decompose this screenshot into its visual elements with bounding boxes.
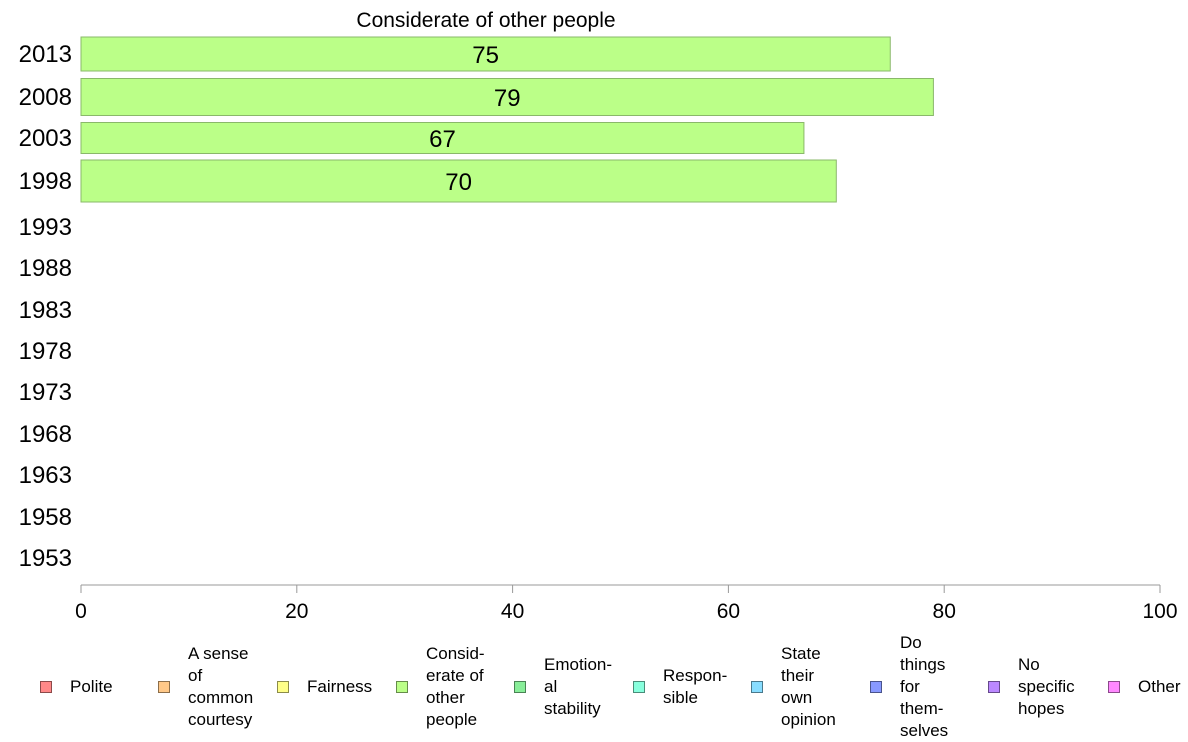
chart-title: Considerate of other people xyxy=(356,9,615,32)
y-tick-label: 1958 xyxy=(19,504,72,531)
y-tick-label: 1998 xyxy=(19,168,72,195)
x-tick-label: 60 xyxy=(717,600,740,623)
legend-swatch xyxy=(158,681,170,693)
data-label: 67 xyxy=(429,126,456,153)
legend-swatch xyxy=(988,681,1000,693)
legend-label: No specific hopes xyxy=(1018,655,1075,718)
legend-label: Respon- sible xyxy=(663,666,728,707)
legend-item xyxy=(870,681,882,693)
legend-item xyxy=(1108,681,1120,693)
legend-swatch xyxy=(751,681,763,693)
bar xyxy=(80,78,934,116)
legend-swatch xyxy=(1108,681,1120,693)
y-tick-label: 2008 xyxy=(19,84,72,111)
legend-item xyxy=(514,681,526,693)
legend-swatch xyxy=(277,681,289,693)
legend-swatch xyxy=(396,681,408,693)
x-tick-label: 80 xyxy=(933,600,956,623)
y-tick-label: 1983 xyxy=(19,297,72,324)
legend-label: Consid- erate of other people xyxy=(426,644,485,729)
bars-group: 75 79 67 70 xyxy=(80,36,934,203)
y-tick-label: 1978 xyxy=(19,338,72,365)
legend-label: A sense of common courtesy xyxy=(188,644,254,729)
data-label: 70 xyxy=(445,169,472,196)
legend: Polite A sense of common courtesy Fairness… xyxy=(0,633,1188,740)
y-tick-label: 1988 xyxy=(19,255,72,282)
x-tick-label: 20 xyxy=(285,600,308,623)
legend-swatch xyxy=(514,681,526,693)
bar xyxy=(80,122,805,154)
x-tick-label: 0 xyxy=(75,600,87,623)
legend-label: Polite xyxy=(70,677,113,696)
y-tick-label: 1993 xyxy=(19,214,72,241)
legend-item xyxy=(277,681,289,693)
y-tick-label: 1968 xyxy=(19,421,72,448)
x-tick-label: 100 xyxy=(1142,600,1177,623)
bar xyxy=(80,159,837,203)
y-axis-labels: 2013 2008 2003 1998 1993 1988 1983 1978 1973 1968… xyxy=(19,41,72,572)
legend-item xyxy=(396,681,408,693)
legend-swatch xyxy=(633,681,645,693)
legend-item xyxy=(751,681,763,693)
x-axis: 0 20 40 60 80 100 xyxy=(75,584,1178,623)
y-tick-label: 1963 xyxy=(19,462,72,489)
legend-label: Emotion- al stability xyxy=(544,655,613,718)
legend-swatch xyxy=(40,681,52,693)
y-tick-label: 1953 xyxy=(19,545,72,572)
legend-item xyxy=(40,681,52,693)
y-tick-label: 1973 xyxy=(19,379,72,406)
legend-item xyxy=(158,681,170,693)
legend-label: Other xyxy=(1138,677,1181,696)
x-tick-label: 40 xyxy=(501,600,524,623)
data-label: 75 xyxy=(472,42,499,69)
legend-label: State their own opinion xyxy=(781,644,836,729)
legend-item xyxy=(988,681,1000,693)
bar xyxy=(80,36,891,72)
legend-swatch xyxy=(870,681,882,693)
legend-label: Fairness xyxy=(307,677,373,696)
legend-label: Do things for them- selves xyxy=(900,633,949,740)
y-tick-label: 2013 xyxy=(19,41,72,68)
y-tick-label: 2003 xyxy=(19,125,72,152)
legend-item xyxy=(633,681,645,693)
data-label: 79 xyxy=(494,85,521,112)
